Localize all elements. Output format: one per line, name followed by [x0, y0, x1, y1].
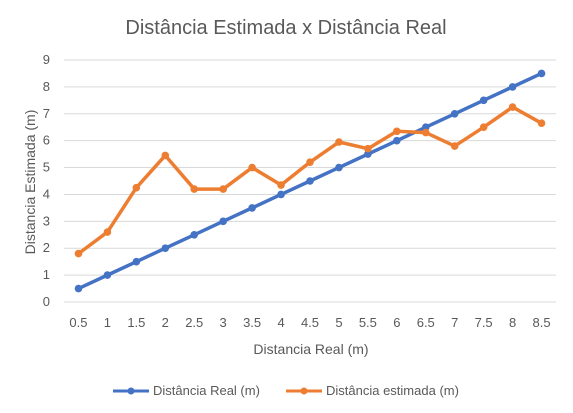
x-tick-label: 1.5	[127, 315, 145, 330]
series-2-point	[219, 185, 227, 193]
x-axis-ticks: 0.5 1 1.5 2 2.5 3 3.5 4 4.5 5 5.5 6 6.5 7 7.5 8 8.5	[69, 315, 550, 330]
x-tick-label: 6.5	[417, 315, 435, 330]
series-1-point	[277, 190, 285, 199]
series-2-point	[537, 119, 546, 127]
y-tick-label: 6	[43, 133, 50, 148]
series-2-point	[479, 123, 488, 132]
series-1-point	[74, 284, 83, 293]
series-2-point	[248, 163, 256, 172]
y-tick-label: 7	[43, 106, 50, 121]
x-tick-label: 8.5	[532, 315, 550, 330]
series-1-point	[508, 83, 517, 91]
series-2-point	[450, 142, 459, 150]
y-axis-label: Distancia Estimada (m)	[22, 110, 38, 255]
series-2-point	[132, 183, 141, 192]
x-axis-label: Distancia Real (m)	[253, 341, 368, 357]
legend-item-series-1: Distância Real (m)	[113, 383, 260, 398]
legend-swatch-marker-2	[300, 387, 308, 395]
series-2-point	[103, 228, 112, 236]
y-tick-label: 4	[43, 186, 50, 201]
series-1-point	[537, 69, 546, 78]
series-2-point	[364, 144, 372, 153]
x-tick-label: 8	[509, 315, 516, 330]
y-tick-label: 2	[43, 240, 50, 255]
series-2-point	[306, 158, 314, 166]
series-1-point	[190, 230, 199, 239]
legend: Distância Real (m) Distância estimada (m…	[113, 383, 459, 398]
legend-label-1: Distância Real (m)	[153, 383, 260, 398]
series-2-point	[335, 138, 343, 146]
y-axis-ticks: 0 1 2 3 4 5 6 7 8 9	[43, 52, 50, 309]
gridlines	[64, 59, 556, 303]
series-1-point	[161, 244, 170, 253]
x-tick-label: 4.5	[301, 315, 319, 330]
series-1-point	[393, 136, 401, 145]
x-tick-label: 6	[393, 315, 400, 330]
series-2-point	[421, 128, 430, 137]
series-1-point	[450, 109, 459, 118]
series-layer	[74, 69, 546, 293]
legend-swatch-marker-1	[127, 387, 135, 395]
y-tick-label: 8	[43, 79, 50, 94]
x-tick-label: 3	[220, 315, 227, 330]
x-tick-label: 2	[162, 315, 169, 330]
series-1-point	[364, 150, 372, 158]
x-tick-label: 5.5	[359, 315, 377, 330]
legend-item-series-2: Distância estimada (m)	[286, 383, 459, 398]
series-1-point	[306, 177, 314, 185]
x-tick-label: 7	[451, 315, 458, 330]
y-tick-label: 9	[43, 52, 50, 67]
series-1-point	[248, 204, 256, 212]
y-tick-label: 1	[43, 267, 50, 282]
series-1-point	[479, 96, 488, 105]
x-tick-label: 7.5	[475, 315, 493, 330]
chart-title: Distância Estimada x Distância Real	[125, 17, 446, 39]
x-tick-label: 3.5	[243, 315, 261, 330]
series-1-point	[219, 217, 227, 226]
series-1-point	[103, 271, 112, 279]
legend-label-2: Distância estimada (m)	[326, 383, 459, 398]
y-tick-label: 0	[43, 294, 50, 309]
series-2-point	[190, 185, 199, 193]
series-1-point	[132, 257, 141, 266]
series-2-point	[277, 181, 285, 189]
series-1-point	[421, 123, 430, 132]
series-2-point	[74, 249, 83, 258]
x-tick-label: 5	[335, 315, 342, 330]
x-tick-label: 2.5	[185, 315, 203, 330]
x-tick-label: 0.5	[69, 315, 87, 330]
series-2-point	[393, 127, 401, 136]
series-2-point	[508, 103, 517, 111]
y-tick-label: 5	[43, 160, 50, 175]
x-tick-label: 4	[277, 315, 284, 330]
y-tick-label: 3	[43, 213, 50, 228]
x-tick-label: 1	[104, 315, 111, 330]
series-1-point	[335, 163, 343, 172]
series-2-point	[161, 151, 170, 160]
